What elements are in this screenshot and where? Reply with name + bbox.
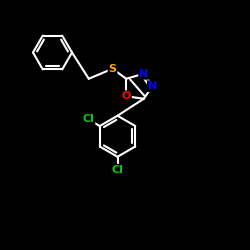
Text: O: O <box>122 91 131 101</box>
Text: S: S <box>108 64 116 74</box>
Text: Cl: Cl <box>82 114 94 124</box>
Text: N: N <box>148 81 157 91</box>
Text: N: N <box>139 69 148 79</box>
Text: Cl: Cl <box>112 165 124 175</box>
